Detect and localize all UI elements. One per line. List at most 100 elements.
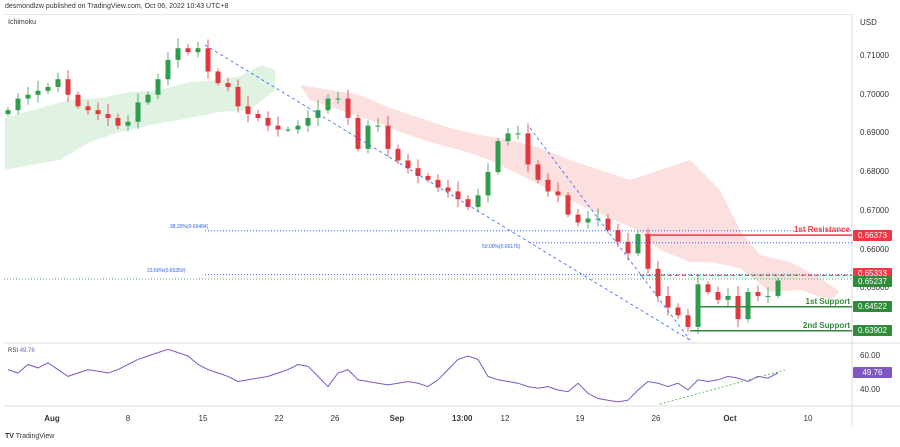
level-label: 1st Resistance xyxy=(793,225,850,235)
candle[interactable] xyxy=(365,125,371,149)
candle[interactable] xyxy=(235,86,241,107)
candle[interactable] xyxy=(465,199,471,207)
candle[interactable] xyxy=(205,48,211,72)
candle[interactable] xyxy=(325,98,331,111)
candle[interactable] xyxy=(75,94,81,107)
rsi-line xyxy=(7,348,779,403)
candle[interactable] xyxy=(485,172,491,196)
level-price-tag: 0.64522 xyxy=(853,301,892,313)
candle[interactable] xyxy=(145,94,151,103)
candle[interactable] xyxy=(105,114,111,118)
candle[interactable] xyxy=(185,48,191,53)
candle[interactable] xyxy=(385,125,391,149)
candle[interactable] xyxy=(605,218,611,231)
candle[interactable] xyxy=(5,110,11,115)
time-tick: 13:00 xyxy=(452,414,473,423)
rsi-tick-40: 40.00 xyxy=(860,385,881,394)
candle[interactable] xyxy=(755,292,761,296)
price-tick: 0.71000 xyxy=(860,51,889,60)
candle[interactable] xyxy=(535,164,541,180)
current-price-tag: 0.65237 xyxy=(853,275,892,287)
currency-label: USD xyxy=(860,18,877,27)
time-tick: 12 xyxy=(500,414,510,423)
candle[interactable] xyxy=(45,86,51,91)
candle[interactable] xyxy=(195,48,201,53)
candle[interactable] xyxy=(595,218,601,220)
candle[interactable] xyxy=(405,160,411,169)
candle[interactable] xyxy=(715,292,721,300)
candle[interactable] xyxy=(705,284,711,293)
candle[interactable] xyxy=(495,141,501,173)
candle[interactable] xyxy=(25,94,31,99)
candle[interactable] xyxy=(215,71,221,84)
candle[interactable] xyxy=(305,117,311,126)
candle[interactable] xyxy=(585,218,591,223)
candle[interactable] xyxy=(445,187,451,192)
price-tick: 0.66000 xyxy=(860,244,889,254)
candle[interactable] xyxy=(735,295,741,320)
candle[interactable] xyxy=(395,148,401,161)
candle[interactable] xyxy=(455,191,461,200)
candle[interactable] xyxy=(265,117,271,126)
candle[interactable] xyxy=(505,133,511,142)
level-price-tag: 0.63902 xyxy=(853,325,892,337)
candle[interactable] xyxy=(35,90,41,95)
candle[interactable] xyxy=(425,175,431,180)
candle[interactable] xyxy=(285,129,291,131)
candle[interactable] xyxy=(65,79,71,95)
candle[interactable] xyxy=(335,98,341,100)
ichimoku-cloud-bearish xyxy=(300,85,840,300)
candle[interactable] xyxy=(415,168,421,176)
candle[interactable] xyxy=(295,125,301,130)
trendline-fib-leg-2[interactable] xyxy=(529,127,691,341)
candle[interactable] xyxy=(85,106,91,111)
candle[interactable] xyxy=(165,59,171,80)
candle[interactable] xyxy=(685,315,691,327)
candle[interactable] xyxy=(225,83,231,87)
candle[interactable] xyxy=(345,98,351,118)
candle[interactable] xyxy=(565,195,571,215)
candle[interactable] xyxy=(115,117,121,126)
candle[interactable] xyxy=(765,295,771,297)
candle[interactable] xyxy=(745,292,751,320)
candle[interactable] xyxy=(545,179,551,192)
candle[interactable] xyxy=(725,295,731,300)
candle[interactable] xyxy=(95,110,101,115)
candle[interactable] xyxy=(55,79,61,87)
time-tick: Aug xyxy=(44,414,60,423)
trendline-fib-leg-1[interactable] xyxy=(204,44,691,341)
time-tick: 19 xyxy=(575,414,585,423)
candle[interactable] xyxy=(125,121,131,126)
candle[interactable] xyxy=(275,125,281,130)
candle[interactable] xyxy=(655,268,661,296)
candle[interactable] xyxy=(375,125,381,127)
candle[interactable] xyxy=(625,241,631,254)
level-price-tag: 0.66373 xyxy=(853,229,892,241)
time-tick: Sep xyxy=(389,414,405,423)
candle[interactable] xyxy=(15,98,21,111)
candle[interactable] xyxy=(555,191,561,196)
candle[interactable] xyxy=(255,114,261,118)
candle[interactable] xyxy=(525,133,531,165)
candle[interactable] xyxy=(775,280,781,296)
fib-level-label: 38.20%(0.66484) xyxy=(170,223,209,230)
candle[interactable] xyxy=(635,234,641,254)
candle[interactable] xyxy=(575,214,581,223)
candle[interactable] xyxy=(245,106,251,115)
candle[interactable] xyxy=(645,234,651,269)
candle[interactable] xyxy=(615,230,621,242)
rsi-label: RSI 49.76 xyxy=(8,348,35,354)
candle[interactable] xyxy=(175,48,181,60)
rsi-trendline[interactable] xyxy=(659,369,786,405)
candle[interactable] xyxy=(475,195,481,207)
candle[interactable] xyxy=(665,295,671,308)
candle[interactable] xyxy=(355,117,361,149)
candle[interactable] xyxy=(515,133,521,135)
candle[interactable] xyxy=(695,284,701,327)
candle[interactable] xyxy=(135,102,141,122)
candle[interactable] xyxy=(435,179,441,188)
candle[interactable] xyxy=(675,307,681,316)
candle[interactable] xyxy=(155,79,161,95)
